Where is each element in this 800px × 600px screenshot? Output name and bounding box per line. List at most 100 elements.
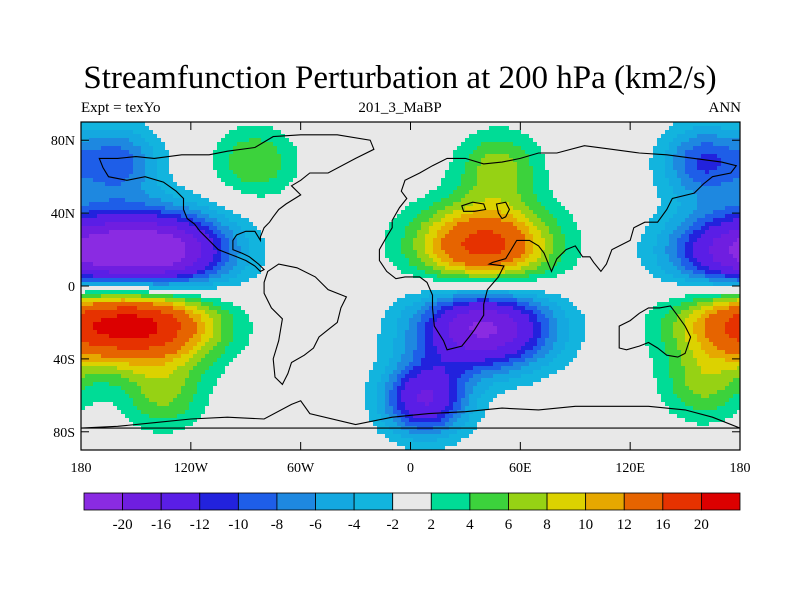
- field-cell: [601, 206, 606, 211]
- field-cell: [405, 238, 410, 243]
- field-cell: [393, 210, 398, 215]
- field-cell: [381, 214, 386, 219]
- field-cell: [225, 158, 230, 163]
- field-cell: [85, 146, 90, 151]
- field-cell: [329, 198, 334, 203]
- field-cell: [525, 134, 530, 139]
- field-cell: [397, 202, 402, 207]
- field-cell: [325, 190, 330, 195]
- field-cell: [161, 130, 166, 135]
- field-cell: [725, 162, 730, 167]
- field-cell: [665, 222, 670, 227]
- field-cell: [653, 238, 658, 243]
- field-cell: [665, 142, 670, 147]
- field-cell: [221, 174, 226, 179]
- field-cell: [465, 158, 470, 163]
- field-cell: [149, 202, 154, 207]
- field-cell: [85, 198, 90, 203]
- field-cell: [433, 198, 438, 203]
- field-cell: [633, 170, 638, 175]
- field-cell: [501, 222, 506, 227]
- field-cell: [609, 178, 614, 183]
- field-cell: [609, 126, 614, 131]
- field-cell: [681, 190, 686, 195]
- field-cell: [81, 202, 86, 207]
- field-cell: [549, 154, 554, 159]
- field-cell: [625, 146, 630, 151]
- field-cell: [569, 170, 574, 175]
- field-cell: [629, 198, 634, 203]
- field-cell: [437, 210, 442, 215]
- field-cell: [165, 186, 170, 191]
- field-cell: [317, 186, 322, 191]
- field-cell: [309, 138, 314, 143]
- field-cell: [353, 146, 358, 151]
- field-cell: [429, 210, 434, 215]
- field-cell: [713, 146, 718, 151]
- field-cell: [469, 170, 474, 175]
- field-cell: [269, 182, 274, 187]
- field-cell: [293, 210, 298, 215]
- field-cell: [397, 158, 402, 163]
- field-cell: [145, 198, 150, 203]
- field-cell: [525, 142, 530, 147]
- field-cell: [257, 146, 262, 151]
- field-cell: [437, 142, 442, 147]
- field-cell: [413, 234, 418, 239]
- field-cell: [589, 206, 594, 211]
- field-cell: [469, 162, 474, 167]
- field-cell: [357, 234, 362, 239]
- field-cell: [253, 222, 258, 227]
- field-cell: [489, 202, 494, 207]
- field-cell: [437, 194, 442, 199]
- field-cell: [693, 206, 698, 211]
- field-cell: [685, 142, 690, 147]
- field-cell: [137, 170, 142, 175]
- field-cell: [373, 226, 378, 231]
- field-cell: [113, 202, 118, 207]
- field-cell: [693, 174, 698, 179]
- field-cell: [113, 194, 118, 199]
- field-cell: [93, 122, 98, 127]
- field-cell: [429, 158, 434, 163]
- field-cell: [581, 190, 586, 195]
- field-cell: [109, 122, 114, 127]
- field-cell: [445, 218, 450, 223]
- field-cell: [709, 214, 714, 219]
- field-cell: [173, 138, 178, 143]
- field-cell: [581, 170, 586, 175]
- field-cell: [577, 202, 582, 207]
- field-cell: [453, 126, 458, 131]
- field-cell: [653, 170, 658, 175]
- field-cell: [285, 158, 290, 163]
- field-cell: [525, 158, 530, 163]
- field-cell: [225, 174, 230, 179]
- field-cell: [409, 162, 414, 167]
- field-cell: [313, 222, 318, 227]
- field-cell: [241, 242, 246, 247]
- field-cell: [361, 178, 366, 183]
- field-cell: [721, 218, 726, 223]
- field-cell: [357, 138, 362, 143]
- field-cell: [121, 150, 126, 155]
- field-cell: [237, 126, 242, 131]
- field-cell: [481, 194, 486, 199]
- field-cell: [281, 190, 286, 195]
- field-cell: [497, 198, 502, 203]
- field-cell: [361, 154, 366, 159]
- field-cell: [597, 122, 602, 127]
- field-cell: [369, 122, 374, 127]
- field-cell: [729, 182, 734, 187]
- field-cell: [601, 130, 606, 135]
- field-cell: [557, 238, 562, 243]
- field-cell: [485, 226, 490, 231]
- field-cell: [117, 170, 122, 175]
- field-cell: [149, 142, 154, 147]
- field-cell: [253, 234, 258, 239]
- field-cell: [261, 182, 266, 187]
- field-cell: [269, 162, 274, 167]
- field-cell: [193, 206, 198, 211]
- field-cell: [561, 154, 566, 159]
- field-cell: [393, 170, 398, 175]
- field-cell: [321, 162, 326, 167]
